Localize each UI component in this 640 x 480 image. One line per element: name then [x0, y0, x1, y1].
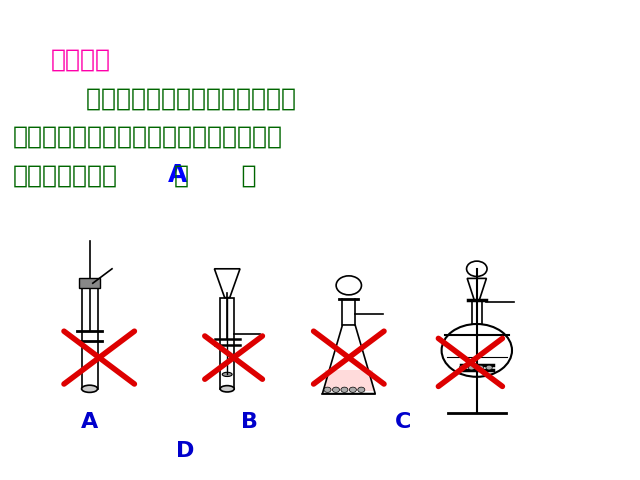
Polygon shape [325, 370, 372, 391]
Ellipse shape [82, 385, 98, 393]
Ellipse shape [222, 372, 232, 376]
Text: D: D [177, 441, 195, 461]
Text: A: A [81, 412, 98, 432]
Text: C: C [395, 412, 412, 432]
Text: 取二氧化碳的有: 取二氧化碳的有 [13, 163, 118, 187]
Bar [220, 298, 234, 389]
Text: 下列是一些同学设计的实验室制: 下列是一些同学设计的实验室制 [51, 86, 296, 110]
Circle shape [486, 365, 492, 370]
Text: A: A [168, 163, 187, 187]
Bar [79, 278, 100, 288]
Circle shape [468, 365, 475, 370]
Circle shape [341, 387, 348, 393]
Circle shape [349, 387, 356, 393]
Bar [82, 283, 97, 389]
Text: B: B [241, 412, 258, 432]
Circle shape [332, 387, 339, 393]
Circle shape [324, 387, 331, 393]
Circle shape [460, 365, 466, 370]
Text: 练习一：: 练习一： [51, 48, 111, 72]
Circle shape [358, 387, 365, 393]
Ellipse shape [220, 385, 234, 392]
Text: 二氧化碳的装置图，其中能用于实验室制: 二氧化碳的装置图，其中能用于实验室制 [13, 125, 283, 149]
Circle shape [477, 365, 483, 370]
Text: （      ）: （ ） [174, 163, 257, 187]
